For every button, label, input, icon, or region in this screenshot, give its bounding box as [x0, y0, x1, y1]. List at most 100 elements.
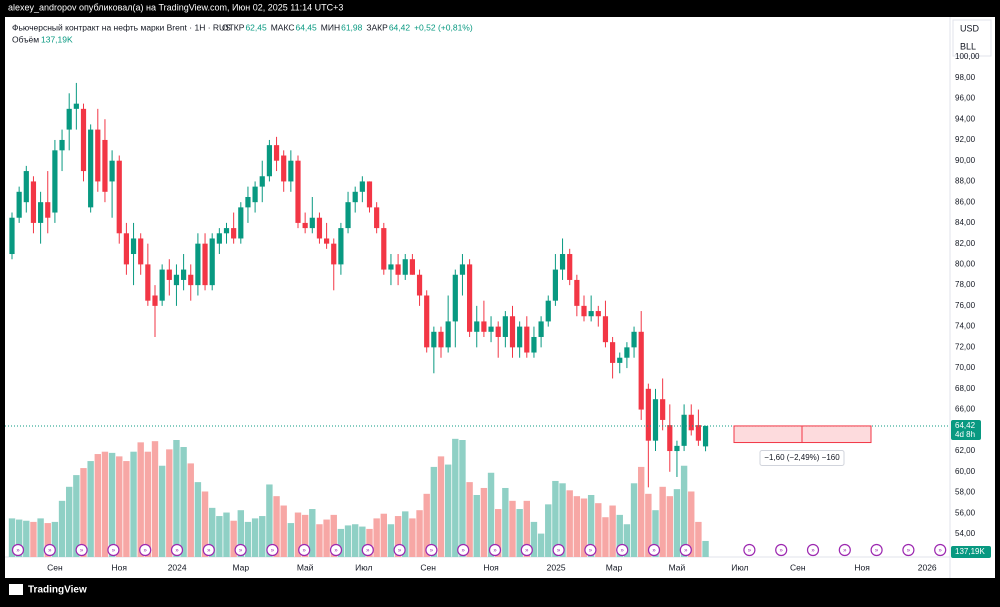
x-tick-label: Сен — [47, 562, 63, 572]
volume-bar — [201, 491, 209, 557]
candle-body — [266, 145, 272, 177]
event-icon[interactable] — [934, 543, 947, 557]
event-icon[interactable] — [266, 543, 279, 557]
volume-bar — [373, 518, 380, 557]
event-icon[interactable] — [902, 543, 915, 557]
x-tick-label: Ноя — [854, 562, 870, 572]
event-icon[interactable] — [425, 543, 438, 557]
event-icon[interactable] — [775, 543, 788, 557]
event-icon-glyph: » — [48, 548, 52, 554]
event-icon-glyph: » — [652, 548, 656, 554]
candle-body — [173, 274, 180, 286]
candle-body — [638, 331, 644, 410]
x-tick-label: Июл — [731, 562, 748, 572]
event-icon[interactable] — [838, 543, 851, 557]
event-icon[interactable] — [329, 543, 343, 557]
candle-body — [474, 321, 480, 332]
volume-bar — [437, 456, 445, 557]
y-tick-label: 86,00 — [955, 197, 976, 206]
volume-bar — [344, 525, 352, 557]
candle-body — [667, 425, 673, 452]
y-tick-label: 90,00 — [955, 156, 976, 165]
event-icon[interactable] — [552, 543, 565, 557]
volume-name: Объём — [12, 34, 39, 44]
event-icon[interactable] — [170, 543, 184, 557]
volume-bar — [666, 496, 673, 557]
event-icon-glyph: » — [430, 548, 434, 554]
event-icon[interactable] — [870, 543, 883, 557]
event-icon[interactable] — [75, 543, 88, 557]
y-tick-label: 58,00 — [955, 488, 976, 497]
ohlc-name: ОТКР — [222, 22, 245, 32]
last-price-label: 64,42 — [955, 421, 976, 430]
event-icon[interactable] — [11, 543, 25, 557]
candle-body — [245, 196, 251, 208]
event-icon[interactable] — [679, 543, 692, 557]
event-icon[interactable] — [743, 543, 756, 557]
candle-body — [574, 279, 580, 306]
candle-body — [166, 269, 172, 280]
volume-bar — [173, 440, 180, 557]
y-tick-label: 78,00 — [955, 280, 976, 289]
unit[interactable]: BLL — [960, 41, 976, 51]
event-icon[interactable] — [298, 543, 311, 557]
candle-body — [524, 326, 530, 353]
volume-bar — [652, 510, 659, 557]
volume-bar — [430, 466, 438, 557]
volume-bar — [530, 521, 538, 557]
event-icon[interactable] — [361, 543, 374, 557]
event-icon[interactable] — [43, 543, 56, 557]
currency[interactable]: USD — [960, 23, 980, 33]
x-tick-label: 2026 — [918, 562, 937, 572]
event-icon-glyph: » — [621, 548, 625, 554]
unit-box[interactable] — [952, 19, 992, 57]
y-tick-label: 82,00 — [955, 239, 976, 248]
candle-body — [617, 357, 623, 363]
volume-bar — [537, 533, 545, 557]
event-icon[interactable] — [234, 543, 247, 557]
candle-body — [231, 228, 237, 239]
event-icon[interactable] — [647, 543, 661, 557]
event-icon[interactable] — [488, 543, 502, 557]
candle-body — [216, 233, 222, 244]
publisher: alexey_andropov опубликовал(а) на Tradin… — [8, 2, 343, 12]
event-icon[interactable] — [457, 543, 470, 557]
candle-body — [109, 160, 115, 182]
x-tick-label: Сен — [420, 562, 436, 572]
volume-bar — [352, 524, 359, 557]
event-icon-glyph: » — [875, 548, 879, 554]
event-icon[interactable] — [107, 543, 120, 557]
volume-bar — [301, 514, 309, 557]
event-icon[interactable] — [584, 543, 597, 557]
volume-bar — [15, 519, 23, 557]
volume-bar — [466, 482, 473, 557]
volume-bar — [294, 512, 302, 557]
candle-body — [702, 425, 709, 447]
y-tick-label: 98,00 — [955, 73, 976, 82]
volume-bar — [366, 528, 373, 557]
candle-body — [602, 316, 609, 343]
event-icon[interactable] — [520, 543, 533, 557]
event-icon[interactable] — [139, 543, 152, 557]
volume-bar — [602, 517, 609, 557]
candle-body — [559, 254, 566, 270]
x-tick-label: Май — [669, 562, 686, 572]
volume-bar — [580, 498, 588, 557]
event-icon[interactable] — [202, 543, 215, 557]
candle-body — [238, 207, 244, 239]
ohlc-name: МАКС — [271, 22, 295, 32]
event-icon-glyph: » — [780, 548, 784, 554]
event-icon[interactable] — [806, 543, 820, 557]
candle-body — [316, 217, 323, 239]
candle-body — [23, 171, 29, 203]
event-icon[interactable] — [393, 543, 406, 557]
candle-body — [195, 243, 201, 286]
volume-bar — [545, 504, 552, 557]
candle-body — [102, 139, 108, 192]
candle-body — [552, 269, 558, 301]
candle-body — [38, 202, 44, 223]
candle-body — [652, 399, 659, 441]
candle-body — [88, 129, 94, 208]
volume-bar — [130, 451, 137, 557]
event-icon[interactable] — [616, 543, 629, 557]
